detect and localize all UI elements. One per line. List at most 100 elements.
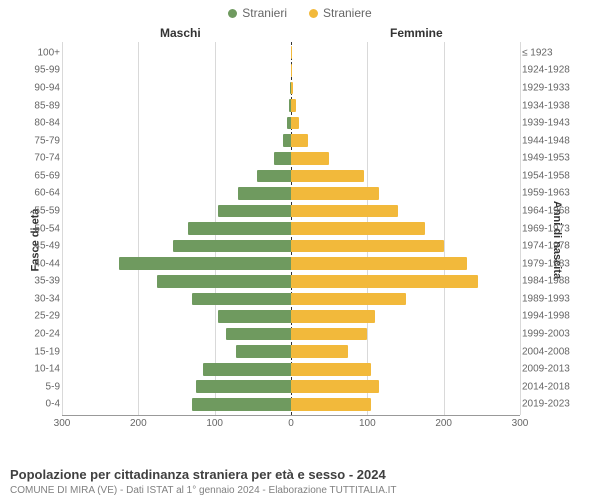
bar-male — [157, 275, 291, 288]
chart-title: Popolazione per cittadinanza straniera p… — [10, 467, 386, 482]
x-tick-label: 300 — [54, 418, 71, 429]
x-axis: 3002001000100200300 — [62, 415, 520, 437]
birth-year-label: 2019-2023 — [522, 399, 586, 410]
birth-year-label: 1944-1948 — [522, 135, 586, 146]
age-label: 15-19 — [20, 346, 60, 357]
pyramid-row — [62, 149, 520, 167]
x-tick-label: 300 — [512, 418, 529, 429]
x-tick-label: 200 — [130, 418, 147, 429]
x-tick-label: 200 — [435, 418, 452, 429]
rows — [62, 44, 520, 413]
x-tick-label: 0 — [288, 418, 294, 429]
birth-year-label: 1924-1928 — [522, 65, 586, 76]
bar-male — [203, 363, 291, 376]
bar-female — [291, 293, 406, 306]
bar-male — [257, 170, 291, 183]
bar-male — [226, 328, 291, 341]
birth-year-label: 2009-2013 — [522, 364, 586, 375]
bar-male — [218, 310, 291, 323]
plot-area — [62, 42, 520, 415]
bar-male — [188, 222, 291, 235]
bar-female — [291, 222, 425, 235]
pyramid-row — [62, 62, 520, 80]
birth-year-label: 2014-2018 — [522, 381, 586, 392]
pyramid-row — [62, 185, 520, 203]
pyramid-row — [62, 325, 520, 343]
bar-male — [192, 293, 291, 306]
bar-female — [291, 152, 329, 165]
bar-female — [291, 205, 398, 218]
legend-female: Straniere — [309, 6, 372, 20]
bar-male — [283, 134, 291, 147]
pyramid-row — [62, 167, 520, 185]
age-label: 100+ — [20, 47, 60, 58]
pyramid-row — [62, 378, 520, 396]
age-label: 30-34 — [20, 293, 60, 304]
age-label: 90-94 — [20, 82, 60, 93]
pyramid-row — [62, 255, 520, 273]
age-label: 45-49 — [20, 241, 60, 252]
bar-male — [236, 345, 291, 358]
birth-year-label: 1949-1953 — [522, 153, 586, 164]
pyramid-row — [62, 290, 520, 308]
pyramid-row — [62, 343, 520, 361]
x-tick-label: 100 — [206, 418, 223, 429]
pyramid-row — [62, 273, 520, 291]
bar-male — [218, 205, 291, 218]
age-label: 60-64 — [20, 188, 60, 199]
age-label: 25-29 — [20, 311, 60, 322]
birth-year-label: 1984-1988 — [522, 276, 586, 287]
birth-year-label: 1954-1958 — [522, 170, 586, 181]
bar-female — [291, 99, 296, 112]
pyramid-row — [62, 237, 520, 255]
pyramid-chart: Fasce di età Anni di nascita 30020010001… — [0, 42, 600, 437]
legend-female-label: Straniere — [323, 6, 372, 20]
birth-year-label: 1964-1968 — [522, 205, 586, 216]
age-label: 5-9 — [20, 381, 60, 392]
bar-male — [192, 398, 291, 411]
age-label: 0-4 — [20, 399, 60, 410]
legend-dot-male — [228, 9, 237, 18]
age-label: 20-24 — [20, 328, 60, 339]
chart-subtitle: COMUNE DI MIRA (VE) - Dati ISTAT al 1° g… — [10, 485, 397, 496]
legend: Stranieri Straniere — [0, 0, 600, 20]
legend-male-label: Stranieri — [242, 6, 287, 20]
pyramid-row — [62, 44, 520, 62]
age-label: 65-69 — [20, 170, 60, 181]
age-label: 10-14 — [20, 364, 60, 375]
bar-female — [291, 310, 375, 323]
header-male: Maschi — [160, 26, 201, 40]
age-label: 40-44 — [20, 258, 60, 269]
x-tick-label: 100 — [359, 418, 376, 429]
pyramid-row — [62, 97, 520, 115]
age-label: 95-99 — [20, 65, 60, 76]
pyramid-row — [62, 202, 520, 220]
gridline — [520, 42, 521, 415]
birth-year-label: 1989-1993 — [522, 293, 586, 304]
age-label: 80-84 — [20, 118, 60, 129]
pyramid-row — [62, 396, 520, 414]
pyramid-row — [62, 132, 520, 150]
birth-year-label: ≤ 1923 — [522, 47, 586, 58]
pyramid-row — [62, 360, 520, 378]
legend-dot-female — [309, 9, 318, 18]
pyramid-row — [62, 308, 520, 326]
bar-female — [291, 170, 364, 183]
bar-female — [291, 380, 379, 393]
bar-male — [274, 152, 291, 165]
age-label: 75-79 — [20, 135, 60, 146]
birth-year-label: 1974-1978 — [522, 241, 586, 252]
birth-year-label: 1939-1943 — [522, 118, 586, 129]
birth-year-label: 1969-1973 — [522, 223, 586, 234]
bar-female — [291, 187, 379, 200]
bar-female — [291, 363, 371, 376]
age-label: 70-74 — [20, 153, 60, 164]
bar-female — [291, 328, 367, 341]
birth-year-label: 2004-2008 — [522, 346, 586, 357]
bar-male — [238, 187, 291, 200]
bar-male — [119, 257, 291, 270]
bar-female — [291, 117, 299, 130]
bar-female — [291, 345, 348, 358]
bar-female — [291, 240, 444, 253]
bar-female — [291, 257, 467, 270]
